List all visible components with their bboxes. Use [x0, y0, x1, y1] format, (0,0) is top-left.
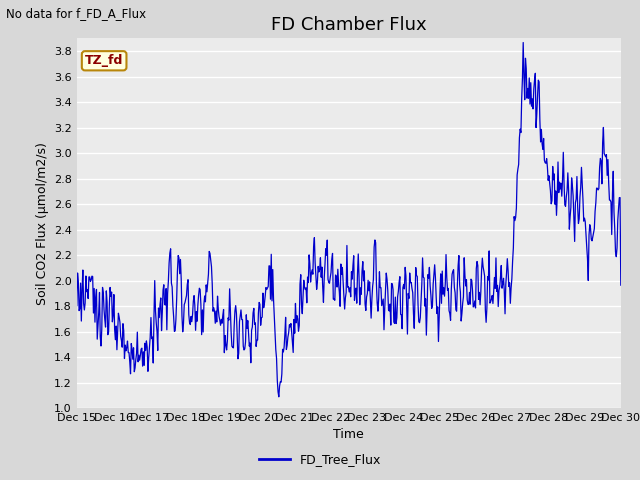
Y-axis label: Soil CO2 Flux (μmol/m2/s): Soil CO2 Flux (μmol/m2/s): [35, 142, 49, 305]
X-axis label: Time: Time: [333, 429, 364, 442]
Text: No data for f_FD_A_Flux: No data for f_FD_A_Flux: [6, 7, 147, 20]
Legend: FD_Tree_Flux: FD_Tree_Flux: [253, 448, 387, 471]
Text: TZ_fd: TZ_fd: [85, 54, 124, 67]
Title: FD Chamber Flux: FD Chamber Flux: [271, 16, 427, 34]
